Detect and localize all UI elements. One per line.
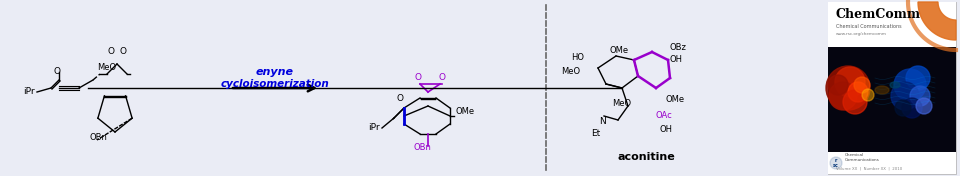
- Text: cycloisomerization: cycloisomerization: [221, 79, 329, 89]
- Text: iPr: iPr: [369, 123, 380, 132]
- Circle shape: [862, 89, 874, 101]
- Text: HO: HO: [571, 53, 584, 62]
- Text: O: O: [108, 47, 114, 56]
- Text: MeO: MeO: [612, 99, 631, 108]
- Text: r
sc: r sc: [833, 158, 839, 168]
- Text: OH: OH: [660, 125, 673, 134]
- Text: OMe: OMe: [610, 46, 629, 55]
- Circle shape: [828, 75, 848, 95]
- Text: O: O: [54, 67, 60, 76]
- Circle shape: [854, 77, 870, 93]
- Text: OBz: OBz: [670, 43, 686, 52]
- Text: OMe: OMe: [666, 95, 685, 104]
- Text: MeO: MeO: [97, 63, 116, 72]
- Circle shape: [835, 67, 865, 97]
- Ellipse shape: [875, 86, 889, 94]
- Bar: [828, 2, 956, 47]
- Circle shape: [902, 98, 922, 118]
- Circle shape: [916, 98, 932, 114]
- Circle shape: [891, 82, 919, 110]
- Circle shape: [843, 90, 867, 114]
- Circle shape: [906, 66, 930, 90]
- Text: Chemical
Communications: Chemical Communications: [845, 153, 879, 162]
- Polygon shape: [918, 2, 956, 40]
- Text: Et: Et: [591, 129, 601, 138]
- Bar: [0, 0, 828, 176]
- Circle shape: [894, 69, 926, 101]
- Text: Volume XX  |  Number XX  |  2010: Volume XX | Number XX | 2010: [836, 167, 902, 171]
- Text: OBn: OBn: [413, 143, 431, 152]
- Bar: [828, 2, 956, 174]
- Circle shape: [895, 100, 911, 116]
- Text: O: O: [396, 94, 403, 103]
- Text: OMe: OMe: [455, 107, 474, 116]
- Text: Chemical Communications: Chemical Communications: [836, 24, 901, 29]
- Ellipse shape: [890, 82, 900, 88]
- Text: O: O: [119, 47, 127, 56]
- Bar: [828, 47, 956, 152]
- Text: ChemComm: ChemComm: [835, 8, 920, 21]
- Text: N: N: [599, 117, 606, 126]
- Text: OBn: OBn: [90, 133, 108, 142]
- Text: OH: OH: [670, 55, 683, 64]
- Text: O: O: [439, 73, 445, 82]
- Text: aconitine: aconitine: [617, 152, 675, 162]
- Text: MeO: MeO: [561, 67, 580, 76]
- Circle shape: [910, 86, 930, 106]
- Circle shape: [829, 82, 857, 110]
- Text: OAc: OAc: [656, 111, 673, 120]
- Text: enyne: enyne: [256, 67, 294, 77]
- Bar: [828, 152, 956, 174]
- Text: www.rsc.org/chemcomm: www.rsc.org/chemcomm: [836, 32, 887, 36]
- Text: O: O: [415, 73, 421, 82]
- Circle shape: [848, 82, 868, 102]
- Circle shape: [826, 66, 870, 110]
- Text: iPr: iPr: [23, 87, 35, 96]
- Circle shape: [830, 157, 842, 169]
